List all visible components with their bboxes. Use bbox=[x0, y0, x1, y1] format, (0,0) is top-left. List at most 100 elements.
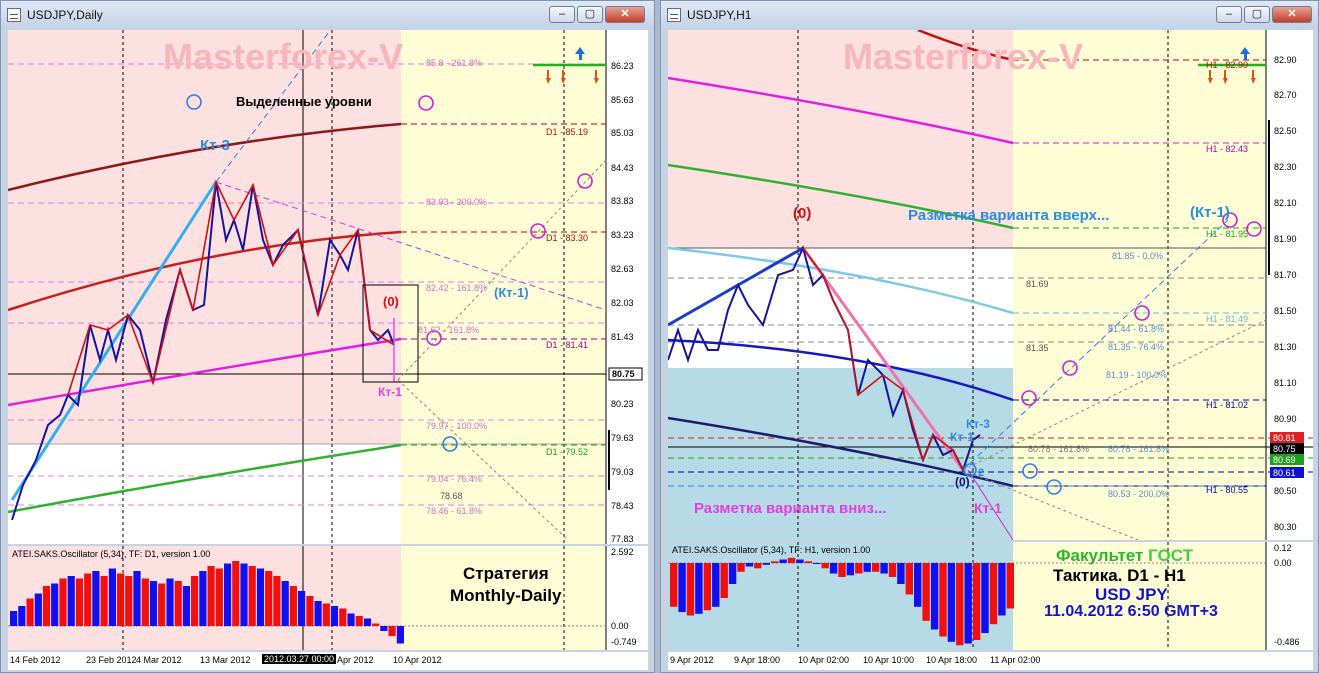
fib-label: 81.35 - 76.4% bbox=[1108, 342, 1165, 352]
oscillator-bar bbox=[396, 626, 404, 644]
fib-label: 85.8 - 261.8% bbox=[426, 58, 483, 68]
faculty-line: Факультет ГОСТ bbox=[1056, 546, 1193, 566]
price-tag: 80.69 bbox=[1273, 455, 1296, 465]
oscillator-bar bbox=[728, 563, 737, 584]
oscillator-bar bbox=[232, 561, 240, 626]
oscillator-bar bbox=[855, 563, 863, 574]
close-button[interactable]: ✕ bbox=[605, 6, 645, 23]
faculty-gost: ГОСТ bbox=[1148, 546, 1193, 565]
price-tick: 82.63 bbox=[611, 264, 634, 274]
date-tick: 10 Apr 02:00 bbox=[798, 655, 850, 665]
minimize-button[interactable]: – bbox=[549, 6, 575, 23]
oscillator-bar bbox=[215, 568, 223, 626]
oscillator-bar bbox=[117, 573, 125, 626]
oscillator-bar bbox=[42, 586, 51, 626]
oscillator-bar bbox=[813, 563, 821, 564]
oscillator-bar bbox=[703, 563, 712, 611]
kt1-label: Кт-1 bbox=[950, 430, 974, 444]
osc-axis-mid: 0.00 bbox=[611, 621, 629, 631]
price-tag: 80.81 bbox=[1273, 433, 1296, 443]
close-button[interactable]: ✕ bbox=[1272, 6, 1312, 23]
fib-label: 82.42 - 161.8% bbox=[426, 283, 488, 293]
oscillator-bar bbox=[265, 571, 273, 626]
kt3-label: Кт-3 bbox=[200, 137, 230, 154]
level-label: D1 - 81.41 bbox=[546, 340, 589, 350]
level-label: H1 - 81.95 bbox=[1206, 229, 1249, 239]
oscillator-bar bbox=[84, 573, 92, 626]
oscillator-bar bbox=[914, 563, 922, 607]
zero-top-label: (0) bbox=[793, 205, 812, 222]
left-oscillator-panel[interactable]: ATEI.SAKS.Oscillator (5,34), TF: D1, ver… bbox=[8, 546, 648, 650]
oscillator-bar bbox=[787, 557, 796, 564]
oscillator-bar bbox=[796, 559, 804, 563]
price-tick: 86.23 bbox=[611, 61, 634, 71]
level-label: D1 - 79.52 bbox=[546, 447, 589, 457]
price-tag: 80.75 bbox=[1273, 444, 1296, 454]
chart-app-icon bbox=[7, 8, 21, 22]
level-label: H1 - 81.49 bbox=[1206, 314, 1249, 324]
oscillator-bar bbox=[838, 563, 846, 577]
left-date-axis: 14 Feb 2012 23 Feb 2012 4 Mar 2012 13 Ma… bbox=[8, 652, 648, 670]
price-tick: 82.90 bbox=[1274, 55, 1297, 65]
left-window-title: USDJPY,Daily bbox=[27, 8, 103, 22]
right-window-titlebar[interactable]: USDJPY,H1 – ▢ ✕ bbox=[661, 1, 1318, 29]
right-oscillator-panel[interactable]: ATEI.SAKS.Oscillator (5,34), TF: H1, ver… bbox=[668, 542, 1313, 650]
strategy-line2: Monthly-Daily bbox=[450, 586, 562, 605]
price-tick: 81.70 bbox=[1274, 270, 1297, 280]
date-tick: 23 Feb 2012 bbox=[86, 655, 137, 665]
right-oscillator-drawing bbox=[668, 542, 1267, 650]
left-chart-window[interactable]: USDJPY,Daily – ▢ ✕ bbox=[0, 0, 655, 673]
price-tick: 79.63 bbox=[611, 433, 634, 443]
oscillator-bar bbox=[141, 578, 149, 626]
fib-label: 79.97 - 100.0% bbox=[426, 421, 488, 431]
oscillator-bar bbox=[964, 563, 972, 644]
oscillator-bar bbox=[897, 563, 905, 584]
date-tick: 9 Apr 18:00 bbox=[734, 655, 781, 665]
oscillator-bar bbox=[905, 563, 913, 595]
oscillator-bar bbox=[695, 563, 703, 614]
fib-label: 81.44 - 61.8% bbox=[1108, 324, 1165, 334]
fib-label: 81.62 - 161.8% bbox=[418, 325, 480, 335]
oscillator-bar bbox=[18, 606, 26, 626]
maximize-button[interactable]: ▢ bbox=[577, 6, 603, 23]
price-tick: 78.43 bbox=[611, 501, 634, 511]
price-tick: 83.23 bbox=[611, 230, 634, 240]
level-label: H1 - 80.55 bbox=[1206, 485, 1249, 495]
oscillator-bar bbox=[207, 566, 215, 626]
level-label: H1 - 82.90 bbox=[1206, 60, 1249, 70]
price-tick: 85.63 bbox=[611, 95, 634, 105]
date-tick: 14 Feb 2012 bbox=[10, 655, 61, 665]
oscillator-bar bbox=[240, 563, 248, 626]
right-chart-window[interactable]: USDJPY,H1 – ▢ ✕ bbox=[660, 0, 1319, 673]
oscillator-bar bbox=[34, 593, 42, 626]
fib-label: 81.85 - 0.0% bbox=[1112, 251, 1164, 261]
oscillator-bar bbox=[712, 563, 720, 607]
left-price-chart[interactable]: Masterforex-V 85.8 - 261.8% D1 - 85.19 8… bbox=[8, 30, 648, 544]
price-tick: 84.43 bbox=[611, 163, 634, 173]
tactic-line: Тактика. D1 - H1 bbox=[1053, 566, 1186, 585]
oscillator-bar bbox=[1006, 563, 1014, 609]
oscillator-bar bbox=[339, 608, 347, 626]
oscillator-bar bbox=[125, 576, 133, 626]
fib-label: 78.68 bbox=[440, 491, 463, 501]
oscillator-bar bbox=[779, 559, 787, 563]
oscillator-bar bbox=[248, 566, 256, 626]
oscillator-bar bbox=[298, 591, 306, 626]
left-price-chart-drawing bbox=[8, 30, 643, 544]
price-tick: 81.90 bbox=[1274, 234, 1297, 244]
fib-label: 81.69 bbox=[1026, 279, 1049, 289]
up-variant-label: Разметка варианта вверх... bbox=[908, 207, 1110, 224]
oscillator-bar bbox=[174, 581, 182, 626]
left-window-titlebar[interactable]: USDJPY,Daily – ▢ ✕ bbox=[1, 1, 654, 29]
crosshair-date: 2012.03.27 00:00 bbox=[262, 654, 337, 664]
oscillator-bar bbox=[872, 563, 880, 572]
maximize-button[interactable]: ▢ bbox=[1244, 6, 1270, 23]
oscillator-bar bbox=[956, 563, 964, 646]
current-price-tag: 80.75 bbox=[612, 369, 635, 379]
oscillator-bar bbox=[10, 611, 18, 626]
pair-line: USD JPY bbox=[1095, 585, 1168, 604]
oscillator-bar bbox=[829, 563, 838, 574]
minimize-button[interactable]: – bbox=[1216, 6, 1242, 23]
date-tick: 10 Apr 18:00 bbox=[926, 655, 978, 665]
right-price-chart[interactable]: Masterforex-V H1 - 82.90 H1 - 82.43 H1 -… bbox=[668, 30, 1313, 540]
